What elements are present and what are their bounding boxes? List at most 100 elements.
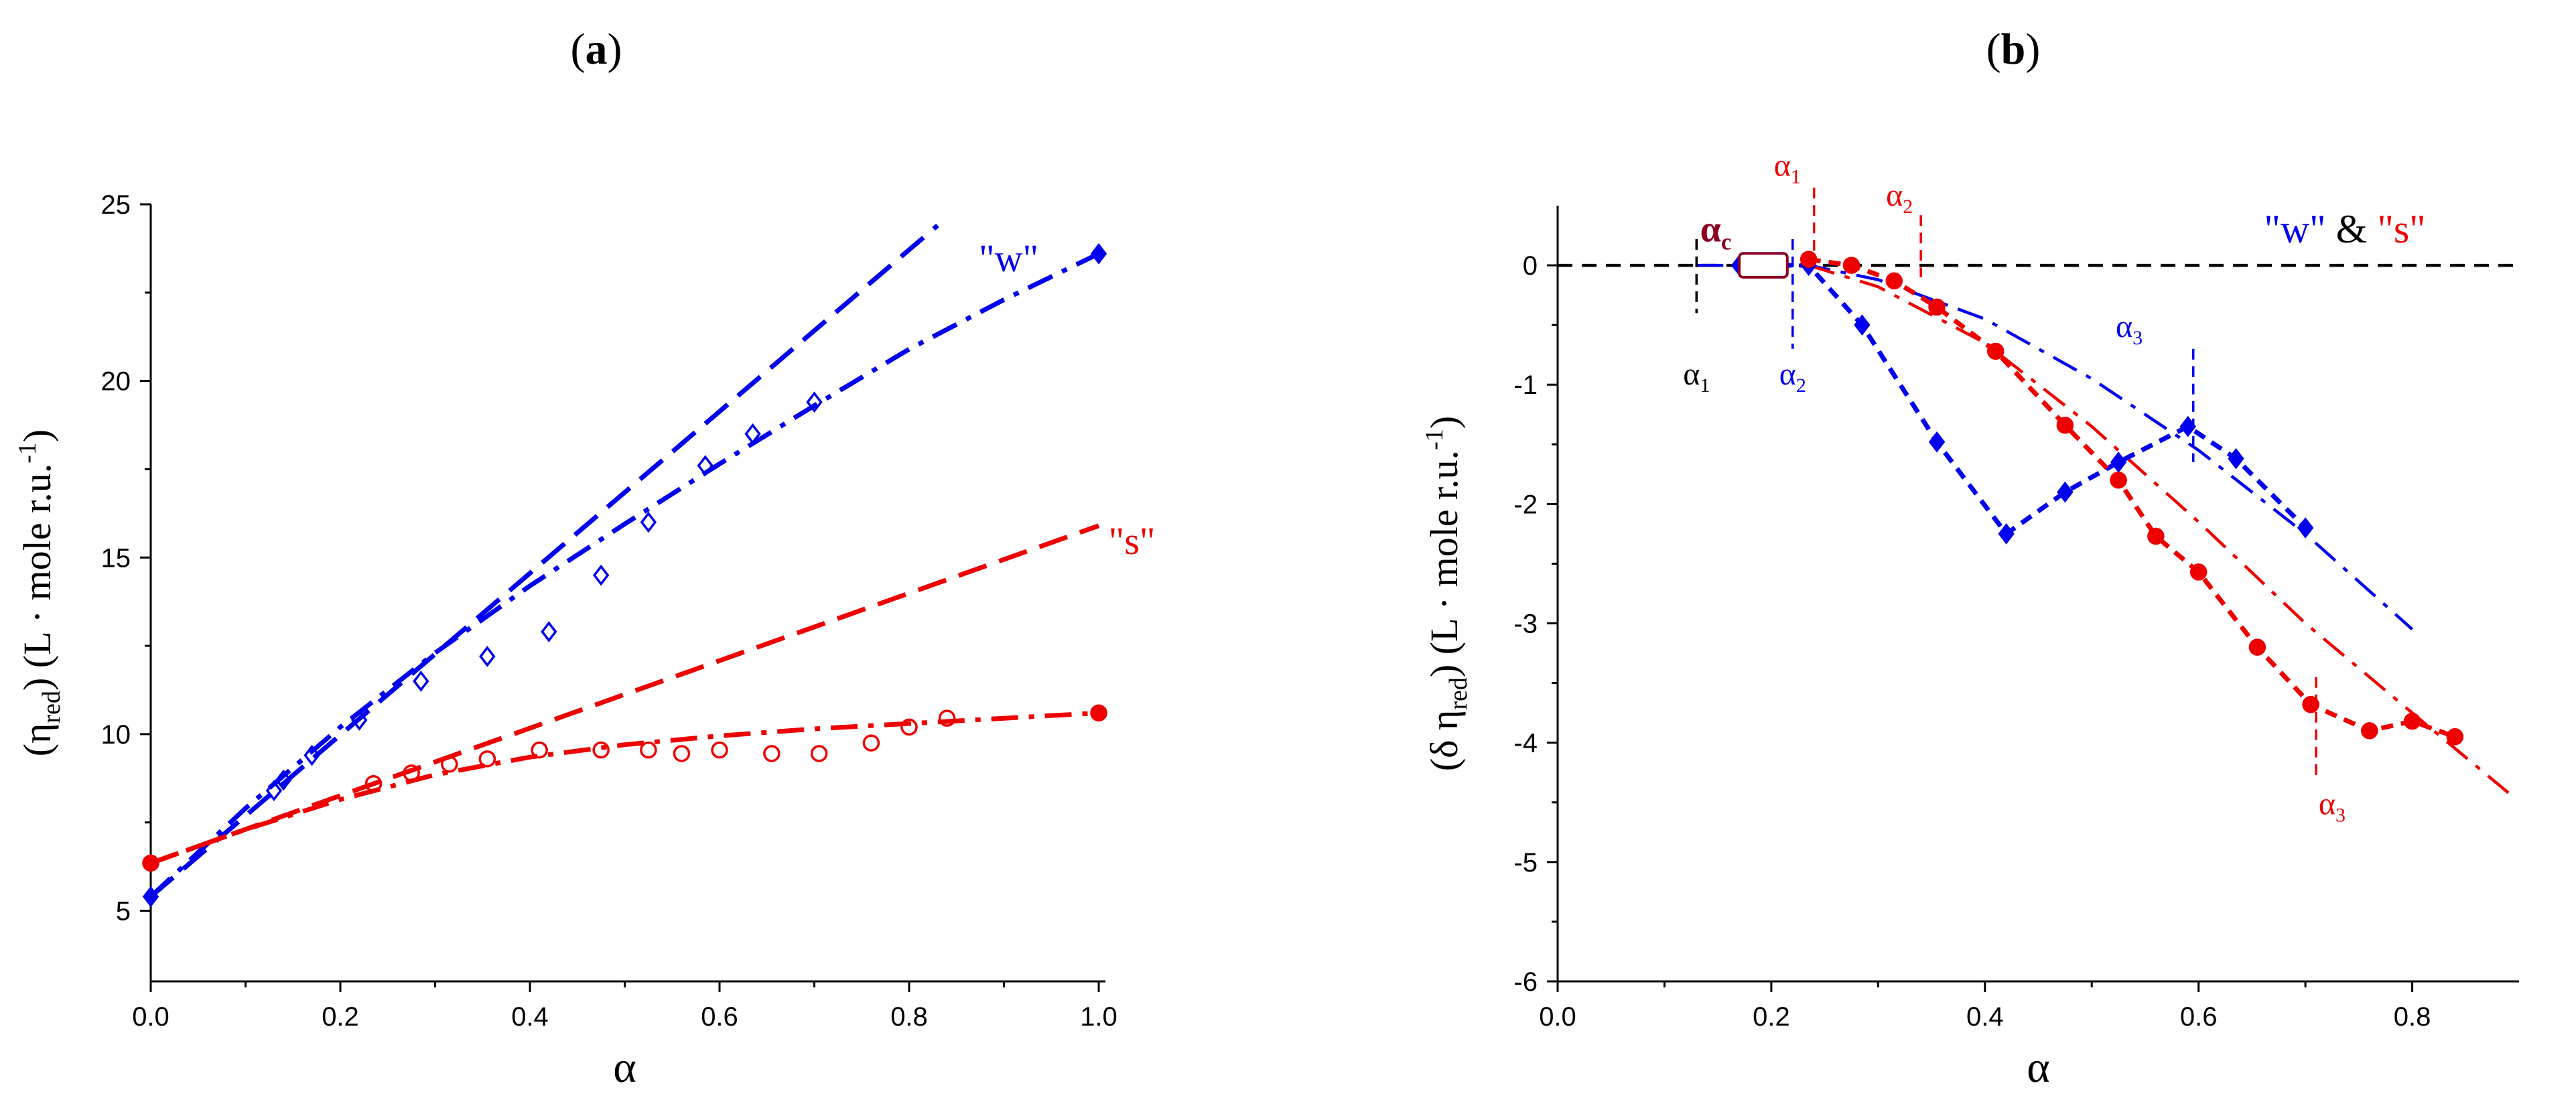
y-tick-label: -1 <box>1513 370 1538 400</box>
data-point-s <box>1842 257 1860 274</box>
series-line-s-fit <box>149 710 1099 865</box>
data-point-w-data <box>303 744 320 766</box>
data-point-s <box>1928 298 1946 316</box>
panel-a-line-plot: 0.0 0.2 0.4 0.6 0.8 1.0 5 10 15 20 25 α (ηred) (L · … <box>13 25 1155 1092</box>
data-point-s-data <box>364 774 383 792</box>
transition-marker-label: α1 <box>1683 356 1710 397</box>
panel-label: (b) <box>1986 25 2041 74</box>
data-point-s-endpoints <box>142 854 159 872</box>
data-point-s-data <box>938 709 956 727</box>
data-point-s <box>2302 695 2319 713</box>
data-point-w-endpoints <box>1090 243 1107 265</box>
x-tick-label: 1.0 <box>1080 1002 1117 1032</box>
data-point-s <box>1885 272 1903 289</box>
data-point-w <box>1928 431 1946 453</box>
data-point-s <box>2403 712 2421 730</box>
x-tick-label: 0.6 <box>701 1002 738 1032</box>
data-point-w-data <box>640 511 657 533</box>
data-point-w-data <box>413 670 429 692</box>
x-tick-label: 0.8 <box>2394 1002 2431 1032</box>
data-point-w-data <box>479 646 496 667</box>
data-point-s <box>1986 342 2005 360</box>
data-point-s <box>1800 251 1818 268</box>
y-tick-label: -4 <box>1513 729 1538 758</box>
data-point-s <box>2446 728 2464 746</box>
data-point-w <box>2057 481 2074 503</box>
data-point-w <box>2297 517 2314 539</box>
transition-marker-label: α2 <box>1779 356 1806 397</box>
data-point-w-data <box>275 769 292 791</box>
data-point-s <box>2361 722 2378 740</box>
transition-marker-label: α3 <box>2116 309 2143 349</box>
x-tick-label: 0.2 <box>1753 1002 1790 1032</box>
data-point-s-data <box>711 741 728 759</box>
y-axis-label: (ηred) (L · mole r.u.-1) <box>13 429 66 756</box>
panel-label: (a) <box>571 25 622 74</box>
data-point-s-data <box>440 755 458 773</box>
data-point-s-endpoints <box>1090 704 1107 722</box>
series-line-w <box>1739 263 2307 537</box>
data-point-w-data <box>265 780 283 802</box>
series-line-s-ideal <box>149 523 1100 865</box>
data-point-w-data <box>541 621 557 642</box>
data-point-w-data <box>744 423 761 445</box>
data-point-s <box>2110 472 2127 489</box>
series-annotation: "s" <box>1109 519 1156 563</box>
y-tick-label: -2 <box>1513 490 1538 519</box>
y-axis-label: (δ ηred) (L · mole r.u.-1) <box>1420 416 1473 771</box>
y-tick-label: 20 <box>101 367 131 397</box>
data-point-s-data <box>531 741 548 759</box>
data-point-w <box>1998 523 2015 545</box>
series-line-w-ideal <box>149 223 939 899</box>
y-tick-label: 15 <box>101 543 131 573</box>
data-point-s-data <box>900 718 918 736</box>
fit-line-s-fit <box>1808 263 2510 794</box>
data-point-s-data <box>478 750 496 768</box>
y-tick-label: -3 <box>1513 610 1538 639</box>
x-tick-label: 0.0 <box>132 1002 170 1032</box>
x-tick-label: 0.6 <box>2180 1002 2218 1032</box>
data-point-w-data <box>697 455 714 477</box>
data-point-w-endpoints <box>142 886 159 908</box>
data-point-w <box>2228 447 2244 470</box>
data-point-w-data <box>351 709 368 731</box>
fit-line-w-fit <box>1696 263 2414 631</box>
alpha-c-box <box>1738 252 1789 279</box>
x-axis-label: α <box>613 1043 636 1092</box>
transition-marker-label: α1 <box>1774 147 1801 188</box>
y-tick-label: 0 <box>1523 251 1538 281</box>
y-tick-label: 5 <box>116 897 131 926</box>
series-line-s <box>1808 257 2456 740</box>
data-point-w <box>2110 452 2127 473</box>
data-point-w <box>1854 314 1871 336</box>
data-point-w-data <box>592 564 610 586</box>
data-point-s-data <box>403 764 420 782</box>
data-point-s-data <box>763 745 781 762</box>
y-tick-label: 10 <box>101 720 131 750</box>
alpha-c-label: αc <box>1700 208 1732 255</box>
data-point-s-data <box>810 745 828 762</box>
transition-marker-label: α2 <box>1886 178 1913 218</box>
series-annotation: "w" <box>979 236 1038 280</box>
x-tick-label: 0.0 <box>1539 1002 1576 1032</box>
data-point-w-data <box>806 391 823 413</box>
x-tick-label: 0.8 <box>890 1002 928 1032</box>
panel-b-deviation-plot: 0.0 0.2 0.4 0.6 0.8 0 -1 -2 -3 -4 -5 -6 α (δ ηred) (L… <box>1420 25 2519 1092</box>
x-tick-label: 0.2 <box>322 1002 359 1032</box>
series-line-w-fit <box>149 251 1100 899</box>
x-tick-label: 0.4 <box>1966 1002 2004 1032</box>
y-tick-label: -5 <box>1513 848 1538 878</box>
x-tick-label: 0.4 <box>511 1002 549 1032</box>
y-tick-label: 25 <box>101 190 131 220</box>
data-point-s <box>2056 417 2074 434</box>
y-tick-label: -6 <box>1513 967 1538 997</box>
data-point-s <box>2189 563 2208 581</box>
x-axis-label: α <box>2027 1043 2050 1092</box>
data-point-s-data <box>862 734 880 752</box>
data-point-s-data <box>592 741 610 759</box>
transition-marker-label: α3 <box>2319 786 2346 827</box>
legend-text: "w" & "s" <box>2264 207 2425 251</box>
data-point-s <box>2248 638 2266 656</box>
data-point-s-data <box>640 741 657 759</box>
